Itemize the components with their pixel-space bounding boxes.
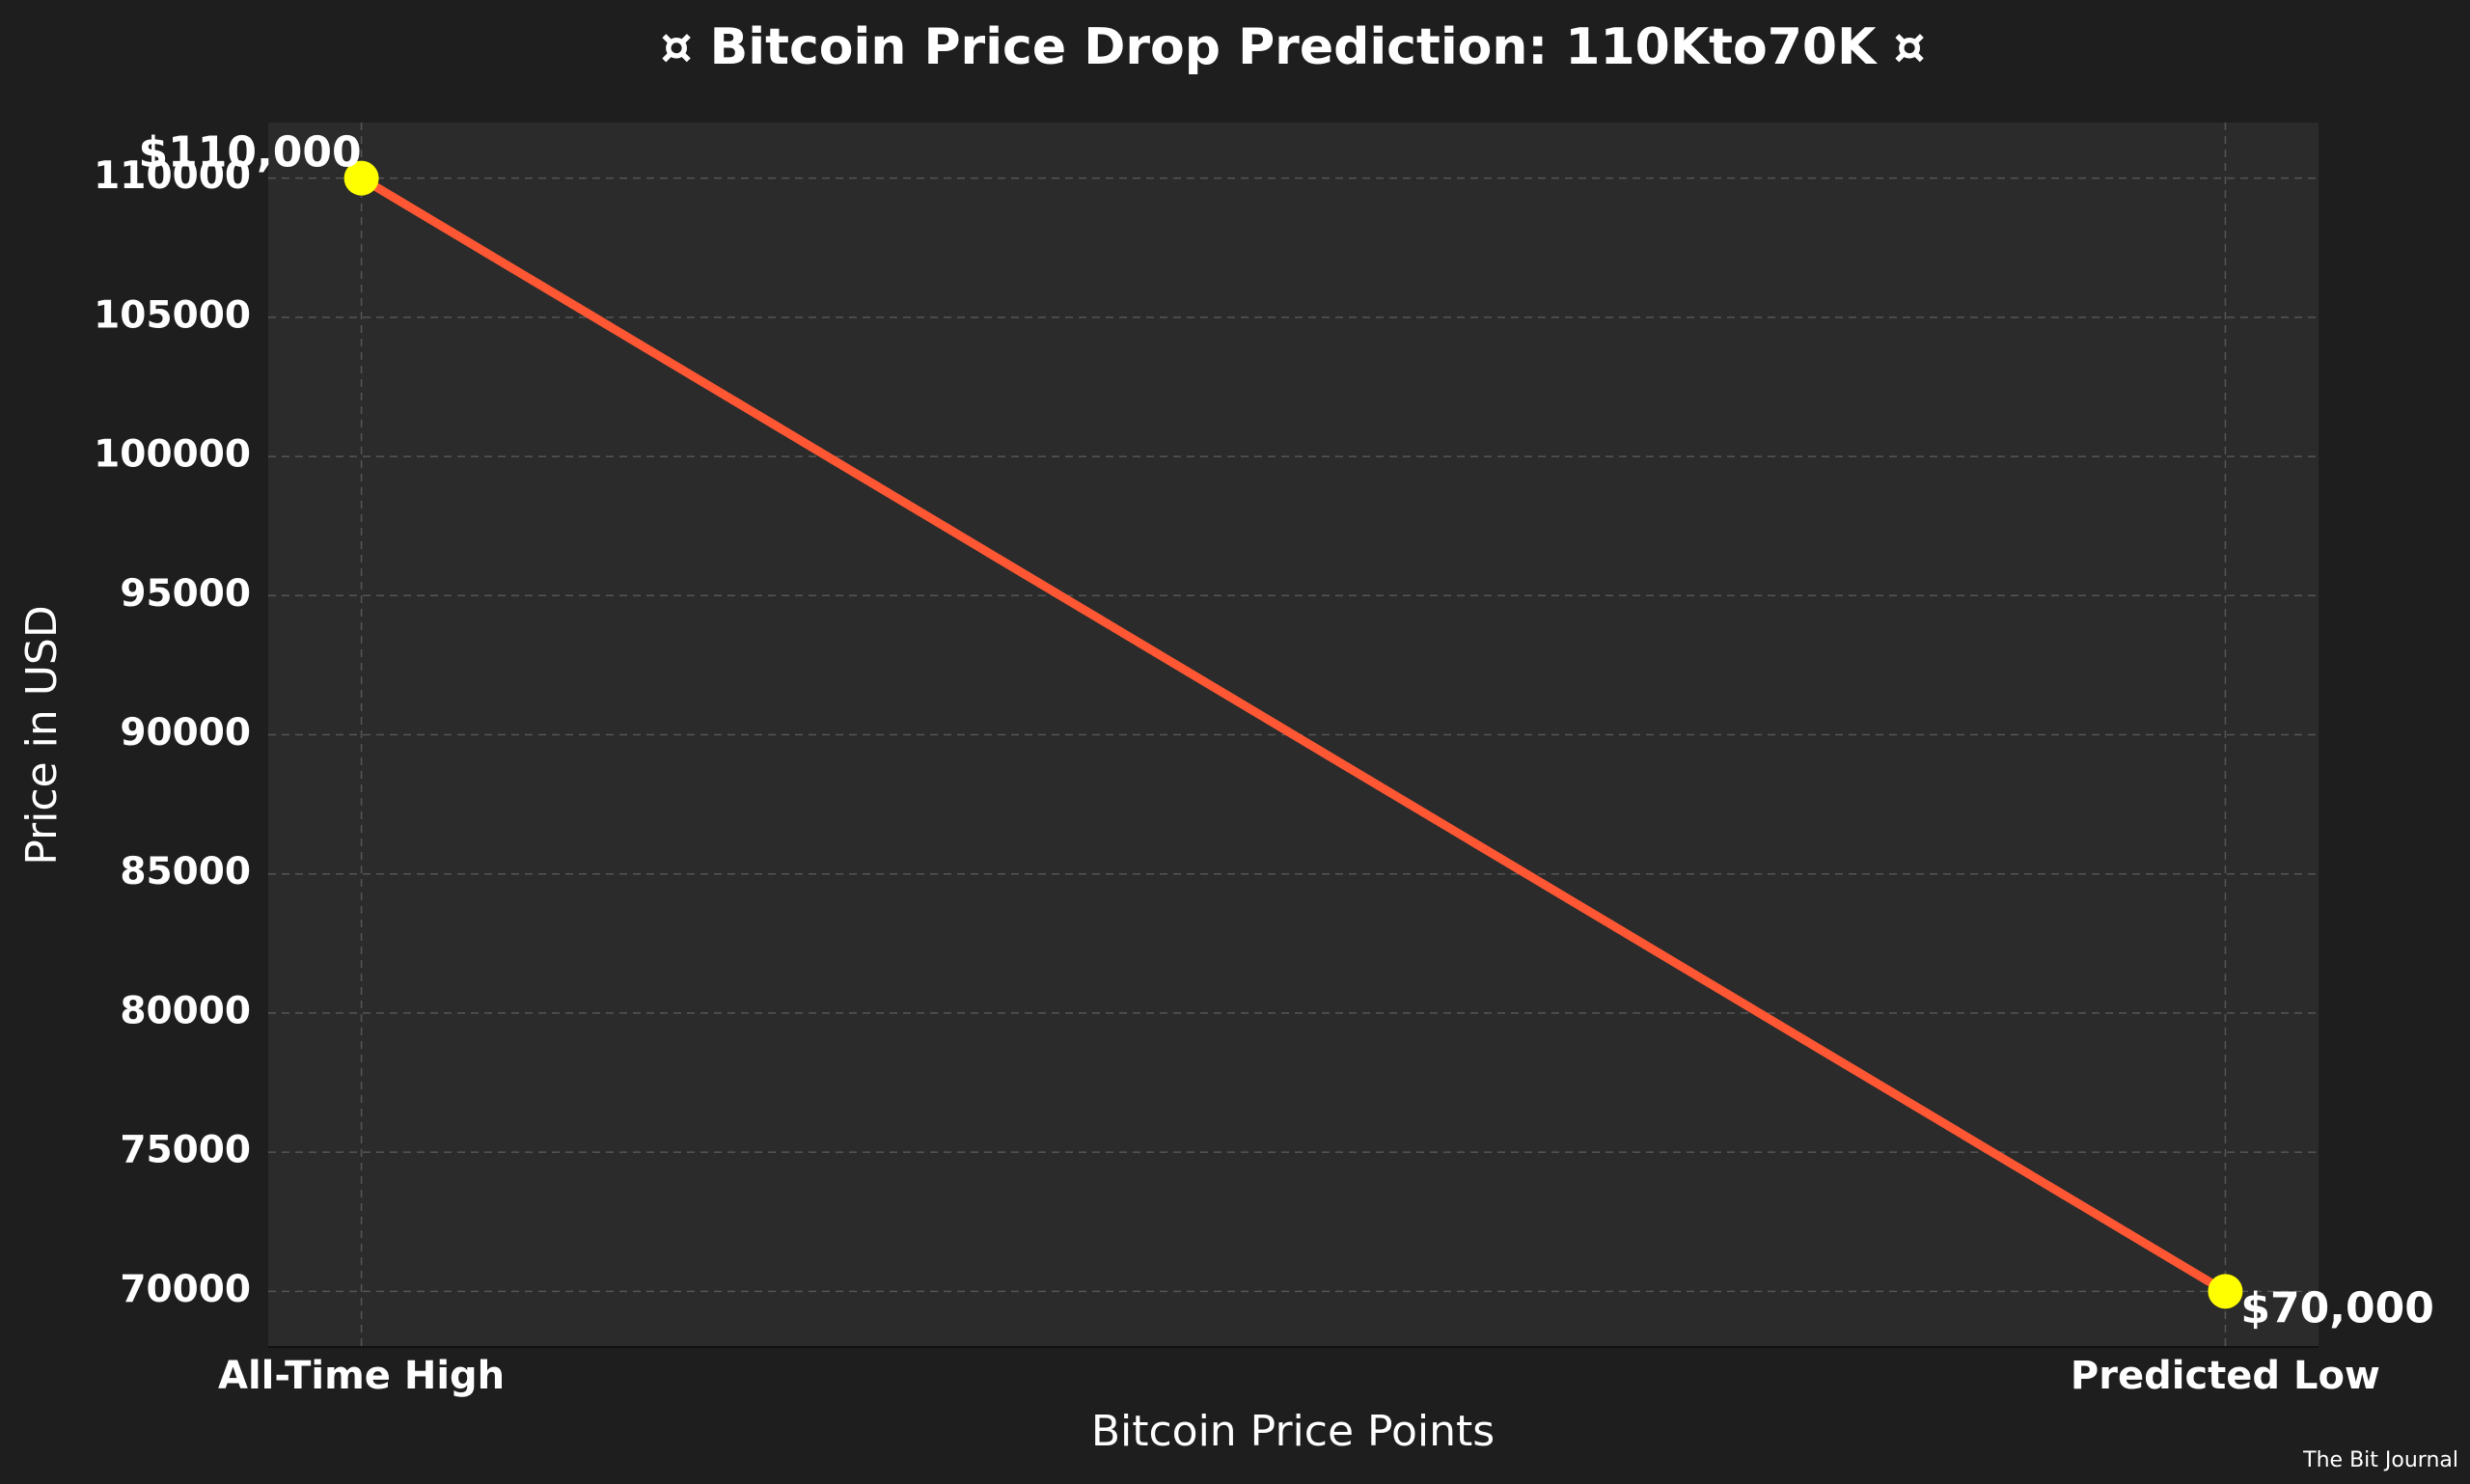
watermark: The Bit Journal xyxy=(2302,1448,2458,1472)
x-axis-label: Bitcoin Price Points xyxy=(1091,1407,1495,1456)
y-tick-label: 80000 xyxy=(120,989,251,1032)
value-label: $110,000 xyxy=(139,128,362,178)
marker xyxy=(2208,1274,2243,1309)
y-tick-label: 110000 xyxy=(94,154,251,198)
x-tick-label: Predicted Low xyxy=(2071,1354,2380,1398)
y-axis-label: Price in USD xyxy=(17,605,67,865)
y-tick-label: 100000 xyxy=(94,433,251,477)
chart-title: ¤ Bitcoin Price Drop Prediction: 110Kto7… xyxy=(660,18,1925,76)
y-tick-label: 95000 xyxy=(120,572,251,616)
value-label: $70,000 xyxy=(2240,1283,2433,1333)
marker xyxy=(343,160,379,196)
y-tick-label: 70000 xyxy=(120,1268,251,1311)
y-tick-label: 75000 xyxy=(120,1129,251,1172)
x-tick-label: All-Time High xyxy=(218,1354,505,1398)
y-tick-label: 85000 xyxy=(120,850,251,893)
line xyxy=(359,174,2228,1296)
y-tick-label: 105000 xyxy=(94,293,251,337)
y-tick-label: 90000 xyxy=(120,711,251,755)
